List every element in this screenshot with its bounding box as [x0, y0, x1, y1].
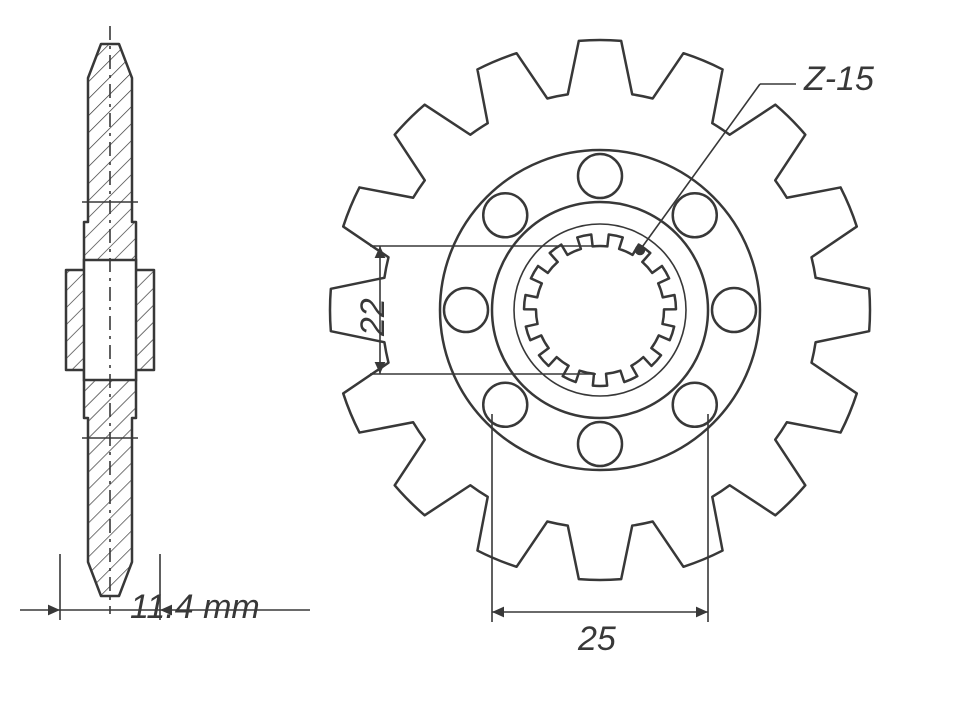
dim-bore-label: 22	[354, 298, 393, 336]
dim-thickness-label: 11.4 mm	[130, 588, 260, 627]
dim-outer-label: 25	[578, 620, 616, 659]
spline-callout-label: Z-15	[804, 60, 874, 99]
